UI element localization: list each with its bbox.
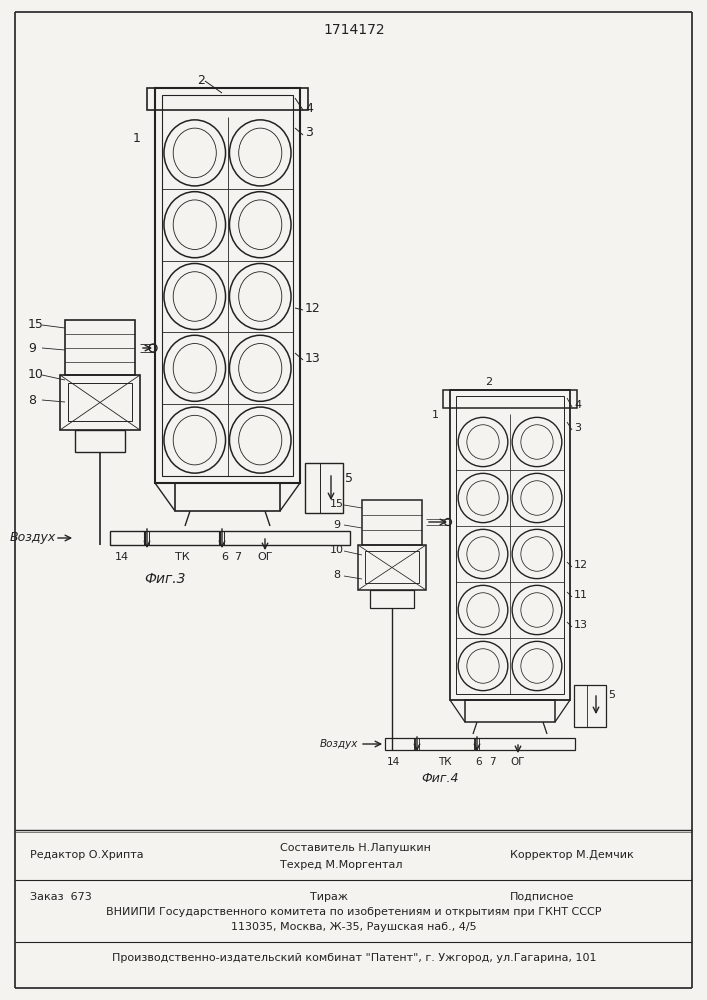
Bar [362, 500, 422, 545]
Text: 5: 5 [345, 472, 353, 485]
Text: 6: 6 [221, 552, 228, 562]
Bar [147, 88, 308, 110]
Bar [456, 396, 564, 694]
Text: Подписное: Подписное [510, 892, 574, 902]
Text: 14: 14 [386, 757, 399, 767]
Text: 1714172: 1714172 [323, 23, 385, 37]
Text: Воздух: Воздух [320, 739, 358, 749]
Bar [60, 375, 140, 430]
Text: 9: 9 [333, 520, 340, 530]
Text: 15: 15 [330, 499, 344, 509]
Text: 2: 2 [485, 377, 492, 387]
Text: Тираж: Тираж [310, 892, 348, 902]
Text: ОГ: ОГ [510, 757, 525, 767]
Text: Техред М.Моргентал: Техред М.Моргентал [280, 860, 402, 870]
Text: Редактор О.Хрипта: Редактор О.Хрипта [30, 850, 144, 860]
Bar [110, 531, 350, 545]
Text: 10: 10 [28, 368, 44, 381]
Bar [175, 483, 280, 511]
Bar [574, 685, 606, 727]
Text: 6: 6 [476, 757, 482, 767]
Bar [465, 700, 555, 722]
Bar [162, 95, 293, 476]
Bar [358, 545, 426, 590]
Text: 9: 9 [28, 342, 36, 355]
Text: Составитель Н.Лапушкин: Составитель Н.Лапушкин [280, 843, 431, 853]
Text: Воздух: Воздух [10, 532, 57, 544]
Text: 14: 14 [115, 552, 129, 562]
Text: 113035, Москва, Ж-35, Раушская наб., 4/5: 113035, Москва, Ж-35, Раушская наб., 4/5 [231, 922, 477, 932]
Text: 12: 12 [305, 302, 321, 314]
Text: Производственно-издательский комбинат "Патент", г. Ужгород, ул.Гагарина, 101: Производственно-издательский комбинат "П… [112, 953, 596, 963]
Text: 3: 3 [305, 126, 313, 139]
Text: 15: 15 [28, 318, 44, 332]
Text: 7: 7 [489, 757, 496, 767]
Text: 4: 4 [305, 102, 313, 114]
Text: Фиг.4: Фиг.4 [421, 772, 459, 784]
Bar [68, 383, 132, 421]
Bar [155, 88, 300, 483]
Text: 10: 10 [330, 545, 344, 555]
Text: Фиг.3: Фиг.3 [144, 572, 186, 586]
Bar [450, 390, 570, 700]
Text: 5: 5 [608, 690, 615, 700]
Text: 12: 12 [574, 560, 588, 570]
Text: 8: 8 [333, 570, 340, 580]
Text: 4: 4 [574, 400, 581, 410]
Bar [75, 430, 125, 452]
Bar [443, 390, 577, 408]
Bar [370, 590, 414, 608]
Text: 11: 11 [574, 590, 588, 600]
Bar [305, 463, 343, 513]
Text: 7: 7 [235, 552, 242, 562]
Text: 13: 13 [305, 352, 321, 364]
Text: ВНИИПИ Государственного комитета по изобретениям и открытиям при ГКНТ СССР: ВНИИПИ Государственного комитета по изоб… [106, 907, 602, 917]
Text: ТК: ТК [175, 552, 189, 562]
Text: 3: 3 [574, 423, 581, 433]
Text: Заказ  673: Заказ 673 [30, 892, 92, 902]
Text: Корректор М.Демчик: Корректор М.Демчик [510, 850, 633, 860]
Text: 1: 1 [133, 131, 141, 144]
Text: ТК: ТК [438, 757, 452, 767]
Text: 2: 2 [197, 74, 205, 87]
Bar [65, 320, 135, 375]
Text: ОГ: ОГ [257, 552, 273, 562]
Text: 8: 8 [28, 393, 36, 406]
Text: 13: 13 [574, 620, 588, 630]
Text: 1: 1 [432, 410, 439, 420]
Bar [385, 738, 575, 750]
Bar [365, 551, 419, 583]
